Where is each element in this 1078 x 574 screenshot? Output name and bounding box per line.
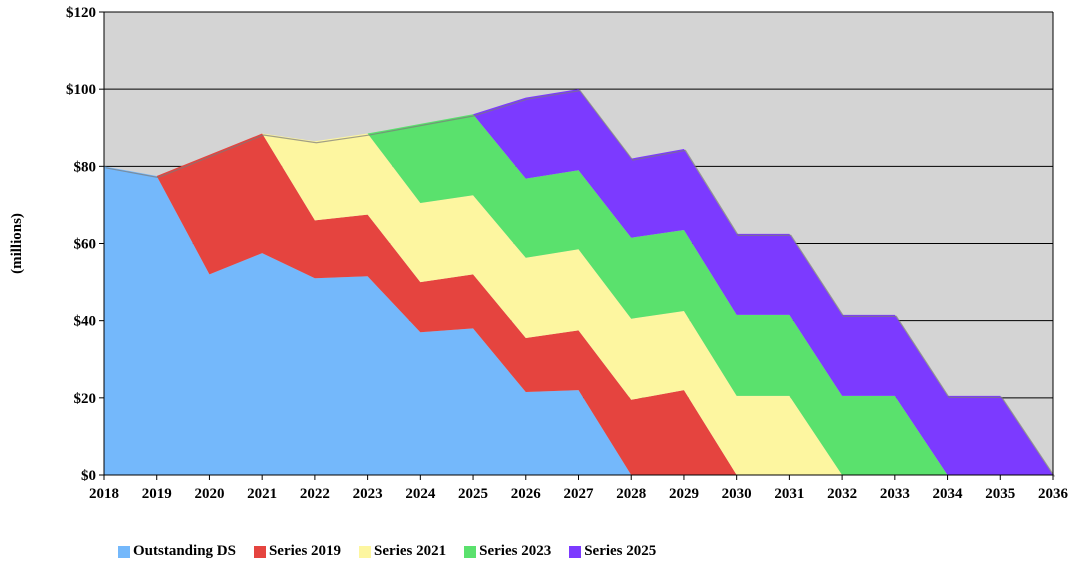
- y-tick-label: $120: [66, 5, 96, 21]
- x-tick-label: 2029: [669, 486, 699, 502]
- legend-swatch: [253, 545, 266, 558]
- area-series-2021: [104, 133, 1053, 475]
- x-tick-label: 2028: [616, 486, 646, 502]
- legend-label: Series 2023: [479, 543, 552, 559]
- legend-swatch: [569, 545, 582, 558]
- y-tick-label: $40: [74, 314, 97, 330]
- x-tick-label: 2031: [774, 486, 804, 502]
- legend: Outstanding DS Series 2019 Series 2021 Seri…: [118, 543, 674, 560]
- x-tick-label: 2035: [985, 486, 1015, 502]
- legend-label: Series 2025: [584, 543, 657, 559]
- x-tick-label: 2034: [933, 486, 964, 502]
- area-series-2023: [104, 114, 1053, 475]
- x-tick-label: 2024: [405, 486, 436, 502]
- legend-label: Outstanding DS: [133, 543, 236, 559]
- area-series-2019: [104, 133, 1053, 475]
- legend-item: Outstanding DS: [118, 543, 236, 560]
- area-shadow: [105, 90, 1055, 477]
- y-tick-label: $100: [66, 82, 96, 98]
- x-tick-label: 2027: [564, 486, 595, 502]
- x-tick-label: 2036: [1038, 486, 1069, 502]
- legend-item: Series 2025: [569, 543, 656, 560]
- x-tick-label: 2032: [827, 486, 857, 502]
- x-tick-label: 2022: [300, 486, 330, 502]
- x-tick-label: 2023: [353, 486, 383, 502]
- area-outstanding-ds: [104, 166, 1053, 476]
- x-tick-label: 2020: [194, 486, 224, 502]
- y-axis-label: (millions): [9, 213, 25, 274]
- legend-item: Series 2019: [253, 543, 342, 560]
- legend-swatch: [359, 545, 372, 558]
- x-tick-label: 2030: [722, 486, 752, 502]
- x-tick-label: 2033: [880, 486, 910, 502]
- y-tick-label: $80: [74, 159, 97, 175]
- x-tick-label: 2025: [458, 486, 488, 502]
- x-tick-label: 2026: [511, 486, 542, 502]
- legend-item: Series 2021: [359, 543, 446, 560]
- legend-swatch: [118, 545, 130, 558]
- area-series-2025: [104, 89, 1053, 476]
- y-tick-label: $20: [74, 391, 97, 407]
- legend-label: Series 2021: [374, 543, 447, 559]
- legend-item: Series 2023: [464, 543, 551, 560]
- x-tick-label: 2019: [142, 486, 172, 502]
- legend-label: Series 2019: [268, 543, 342, 559]
- y-tick-label: $60: [74, 237, 97, 253]
- legend-swatch: [464, 545, 477, 558]
- x-tick-label: 2018: [89, 486, 119, 502]
- x-tick-label: 2021: [247, 486, 277, 502]
- y-tick-label: $0: [81, 468, 96, 484]
